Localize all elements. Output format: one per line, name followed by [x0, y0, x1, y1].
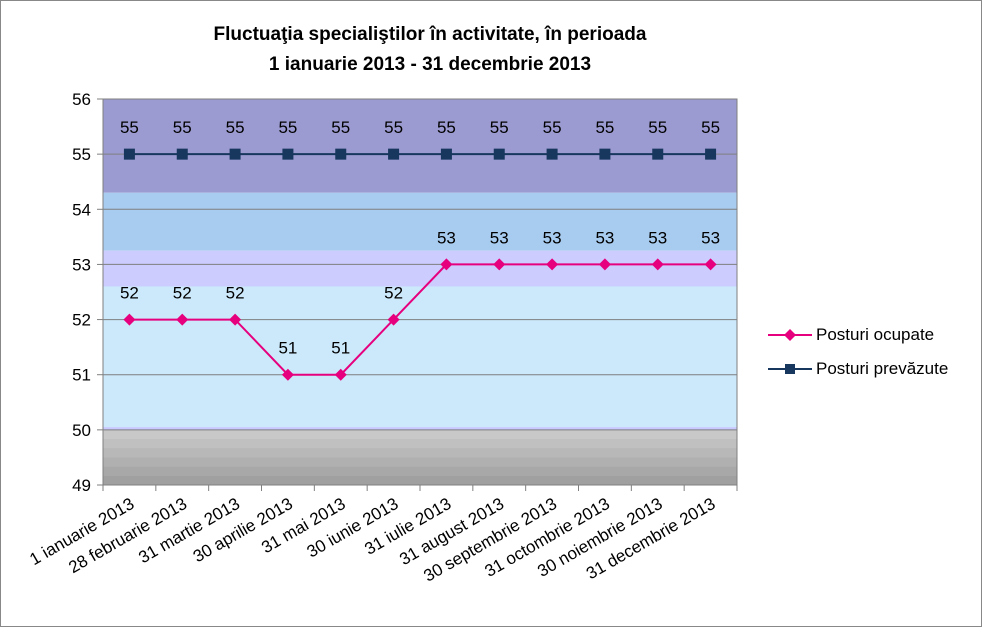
- background-band-2: [103, 250, 737, 287]
- data-label-s0-4: 51: [331, 339, 350, 358]
- background-band-stripe-2: [103, 448, 737, 458]
- data-label-s0-7: 53: [490, 228, 509, 247]
- data-point-s0-9: [598, 258, 611, 271]
- data-label-s0-9: 53: [595, 228, 614, 247]
- data-label-s1-6: 55: [437, 118, 456, 137]
- data-label-s1-9: 55: [595, 118, 614, 137]
- data-point-s1-1: [176, 148, 188, 160]
- data-point-s1-9: [599, 148, 611, 160]
- data-point-s1-5: [388, 148, 400, 160]
- data-label-s0-11: 53: [701, 228, 720, 247]
- data-point-s0-11: [704, 258, 717, 271]
- y-tick-label-54: 54: [72, 200, 91, 219]
- background-band-stripe-5: [103, 475, 737, 485]
- data-point-s1-7: [493, 148, 505, 160]
- y-tick-label-56: 56: [72, 90, 91, 109]
- y-tick-label-51: 51: [72, 366, 91, 385]
- data-point-s0-4: [334, 368, 347, 381]
- y-tick-label-55: 55: [72, 145, 91, 164]
- data-point-s1-4: [335, 148, 347, 160]
- data-label-s1-4: 55: [331, 118, 350, 137]
- data-label-s0-10: 53: [648, 228, 667, 247]
- data-point-s1-6: [440, 148, 452, 160]
- y-tick-label-50: 50: [72, 421, 91, 440]
- data-point-s0-0: [123, 313, 136, 326]
- chart-title-line2: 1 ianuarie 2013 - 31 decembrie 2013: [268, 54, 592, 75]
- data-point-s0-2: [229, 313, 242, 326]
- legend-label-ocupate: Posturi ocupate: [816, 325, 935, 344]
- data-label-s0-3: 51: [278, 339, 297, 358]
- data-label-s1-1: 55: [173, 118, 192, 137]
- data-label-s1-11: 55: [701, 118, 720, 137]
- data-label-s1-2: 55: [226, 118, 245, 137]
- background-band-0: [103, 99, 737, 193]
- data-label-s1-7: 55: [490, 118, 509, 137]
- data-label-s1-8: 55: [543, 118, 562, 137]
- data-label-s0-1: 52: [173, 284, 192, 303]
- background-band-1: [103, 192, 737, 251]
- legend: Posturi ocupate Posturi prevăzute: [768, 318, 978, 386]
- data-label-s0-0: 52: [120, 284, 139, 303]
- data-point-s1-2: [229, 148, 241, 160]
- data-point-s1-3: [282, 148, 294, 160]
- data-label-s1-5: 55: [384, 118, 403, 137]
- data-label-s1-3: 55: [278, 118, 297, 137]
- diamond-marker-icon: [768, 329, 812, 341]
- data-label-s0-5: 52: [384, 284, 403, 303]
- data-label-s0-2: 52: [226, 284, 245, 303]
- data-label-s0-6: 53: [437, 228, 456, 247]
- data-point-s0-1: [176, 313, 189, 326]
- background-band-stripe-4: [103, 466, 737, 476]
- chart-title-line1: Fluctuaţia specialiştilor în activitate,…: [213, 24, 647, 45]
- data-label-s0-8: 53: [543, 228, 562, 247]
- data-label-s1-0: 55: [120, 118, 139, 137]
- y-tick-label-52: 52: [72, 311, 91, 330]
- data-point-s1-0: [123, 148, 135, 160]
- data-point-s0-8: [546, 258, 559, 271]
- legend-item-prevazute: Posturi prevăzute: [768, 352, 978, 386]
- data-point-s0-7: [493, 258, 506, 271]
- background-band-stripe-0: [103, 429, 737, 440]
- y-tick-label-53: 53: [72, 255, 91, 274]
- data-point-s1-10: [652, 148, 664, 160]
- data-label-s1-10: 55: [648, 118, 667, 137]
- background-band-4: [103, 427, 737, 430]
- data-point-s0-3: [281, 368, 294, 381]
- data-point-s0-10: [651, 258, 664, 271]
- legend-item-ocupate: Posturi ocupate: [768, 318, 978, 352]
- series-line-0: [129, 263, 711, 376]
- background-band-3: [103, 286, 737, 428]
- data-point-s0-6: [440, 258, 453, 271]
- background-band-stripe-3: [103, 457, 737, 467]
- data-point-s0-5: [387, 313, 400, 326]
- y-tick-label-49: 49: [72, 476, 91, 495]
- background-band-stripe-1: [103, 439, 737, 449]
- square-marker-icon: [768, 364, 812, 374]
- data-point-s1-8: [546, 148, 558, 160]
- chart-title: Fluctuaţia specialiştilor în activitate,…: [100, 20, 760, 80]
- legend-label-prevazute: Posturi prevăzute: [816, 359, 949, 378]
- data-point-s1-11: [705, 148, 717, 160]
